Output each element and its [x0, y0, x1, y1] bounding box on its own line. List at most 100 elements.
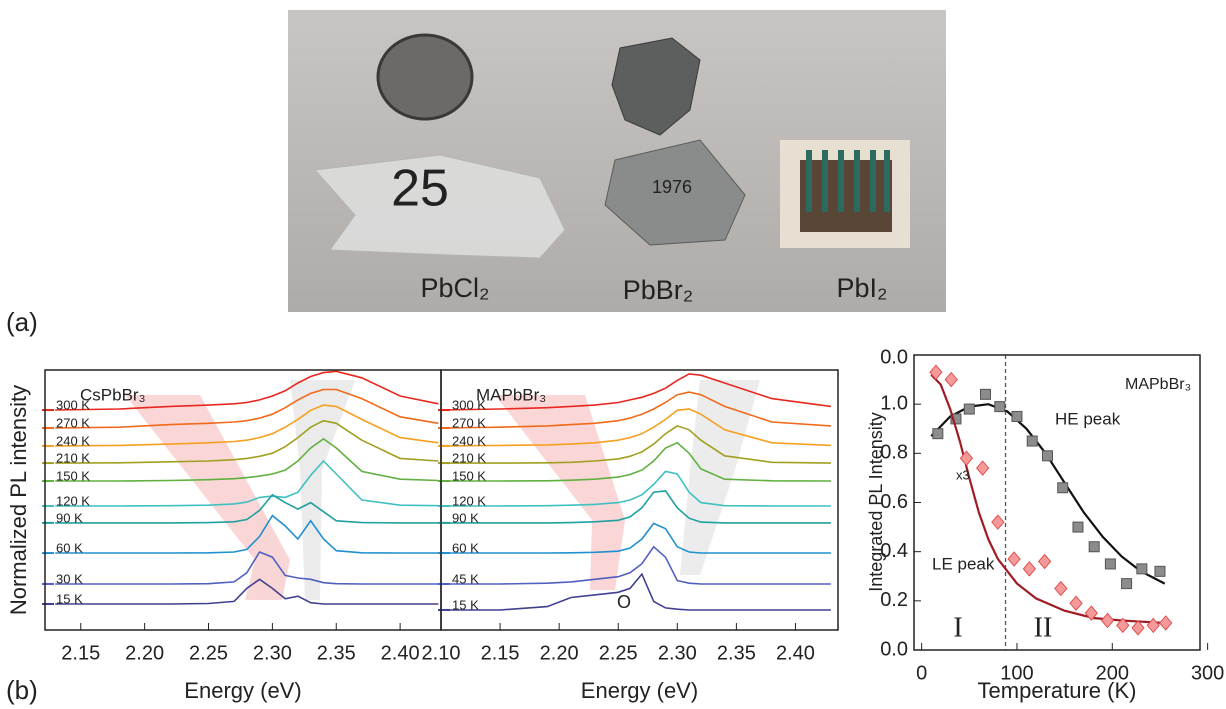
data-point [1041, 450, 1053, 462]
spectrum-line [55, 419, 439, 464]
data-point [1146, 617, 1160, 634]
pbbr2-crystal [611, 37, 701, 136]
annotation: x3 [956, 467, 970, 482]
panel-label: (b) [6, 675, 38, 705]
series-label: 60 K [56, 540, 83, 555]
spectrum-line [440, 391, 831, 429]
data-point [1072, 521, 1084, 533]
series-label: 60 K [452, 540, 479, 555]
series-label: 15 K [452, 597, 479, 612]
panel-title: MAPbBr₃ [476, 385, 546, 404]
series-label: 270 K [56, 415, 90, 430]
data-point [1100, 612, 1115, 629]
data-point [1159, 615, 1173, 631]
spectrum-line [441, 522, 831, 554]
x-tick-label: 2.35 [717, 642, 756, 664]
series-label: 90 K [452, 510, 479, 525]
series-label: 90 K [56, 510, 83, 525]
data-point [1088, 541, 1100, 553]
spectrum-line [55, 551, 439, 585]
annotation: O [617, 592, 631, 612]
data-point [944, 371, 958, 388]
photo-text: 25 [391, 160, 449, 218]
data-point [1007, 551, 1021, 567]
data-point [1057, 482, 1069, 494]
data-point [929, 364, 943, 380]
data-point [1026, 435, 1038, 447]
spectrum-line [55, 388, 439, 429]
data-point [1131, 620, 1145, 636]
data-point [1069, 595, 1083, 612]
spectrum-line [441, 490, 831, 524]
spectrum-line [55, 437, 439, 482]
x-tick-label: 2.40 [776, 642, 815, 664]
panel-title: CsPbBr₃ [80, 385, 146, 404]
x-tick-label: 2.25 [189, 642, 228, 664]
panel-label: (a) [6, 307, 38, 337]
data-point [975, 460, 990, 476]
annotation: MAPbBr₃ [1125, 376, 1191, 393]
series-label: 210 K [56, 451, 90, 466]
data-point [1116, 617, 1130, 634]
y-axis-label: Integrated PL Intensity [866, 412, 886, 591]
spectrum-line [440, 408, 831, 447]
series-label: 240 K [452, 433, 486, 448]
x-tick-label: 2.40 [381, 642, 420, 664]
photo-label: PbBr₂ [623, 275, 694, 305]
photo-label: PbCl₂ [420, 273, 489, 303]
data-point [1011, 410, 1023, 422]
x-tick-label: 2.15 [481, 642, 520, 664]
y-tick-label: 1.0 [880, 392, 908, 414]
spectrum-line [441, 470, 831, 507]
data-point [1022, 561, 1037, 577]
x-tick-label: 0 [916, 662, 927, 684]
spectrum-line [441, 545, 831, 585]
y-tick-label: 0.0 [880, 346, 908, 368]
spectrum-line [55, 493, 439, 524]
spectrum-line [441, 425, 831, 464]
trend-shading [125, 380, 760, 600]
plot-frame [913, 354, 1201, 651]
spectrum-line [55, 459, 439, 507]
data-point [1104, 558, 1116, 570]
photo-label: PbI₂ [836, 273, 887, 303]
photo: 25 1976 PbCl₂ PbBr₂ PbI₂ [288, 10, 946, 312]
series-label: 15 K [56, 591, 83, 606]
x-tick-label: 300 [1191, 662, 1224, 684]
y-tick-label: 0.8 [880, 442, 908, 464]
series-label: 300 K [452, 397, 486, 412]
plot-frame [440, 369, 839, 631]
spectrum-line [441, 572, 831, 611]
x-tick-label: 2.20 [540, 642, 579, 664]
data-point [980, 388, 991, 400]
spectrum-line [55, 578, 439, 605]
x-tick-label: 2.15 [61, 642, 100, 664]
pbi2-electrodes [806, 150, 890, 212]
x-tick-label: 2.20 [125, 642, 164, 664]
annotation: I [953, 612, 962, 643]
data-point [1084, 605, 1098, 621]
series-label: 30 K [56, 571, 83, 586]
spectrum-line [55, 404, 439, 447]
x-tick-label: 2.30 [253, 642, 292, 664]
spectrum-line [441, 441, 831, 482]
x-tick-label: 200 [1096, 662, 1129, 684]
x-tick-label: 100 [1000, 662, 1033, 684]
y-tick-label: 0.2 [880, 589, 908, 611]
series-label: 300 K [56, 397, 90, 412]
data-point [963, 403, 975, 415]
y-tick-label: 0.0 [880, 638, 908, 660]
pbcl2-disc [376, 33, 474, 121]
y-tick-label: 0.4 [880, 540, 908, 562]
y-tick-label: 0.6 [880, 491, 908, 513]
spectrum-line [55, 370, 439, 411]
data-point [932, 428, 944, 440]
annotation: II [1034, 612, 1053, 643]
data-point [1037, 553, 1052, 570]
x-axis-label: Energy (eV) [184, 678, 301, 703]
data-point [1136, 563, 1148, 575]
series-label: 150 K [56, 468, 90, 483]
series-label: 120 K [56, 493, 90, 508]
pbcl2-sheet [313, 154, 566, 259]
